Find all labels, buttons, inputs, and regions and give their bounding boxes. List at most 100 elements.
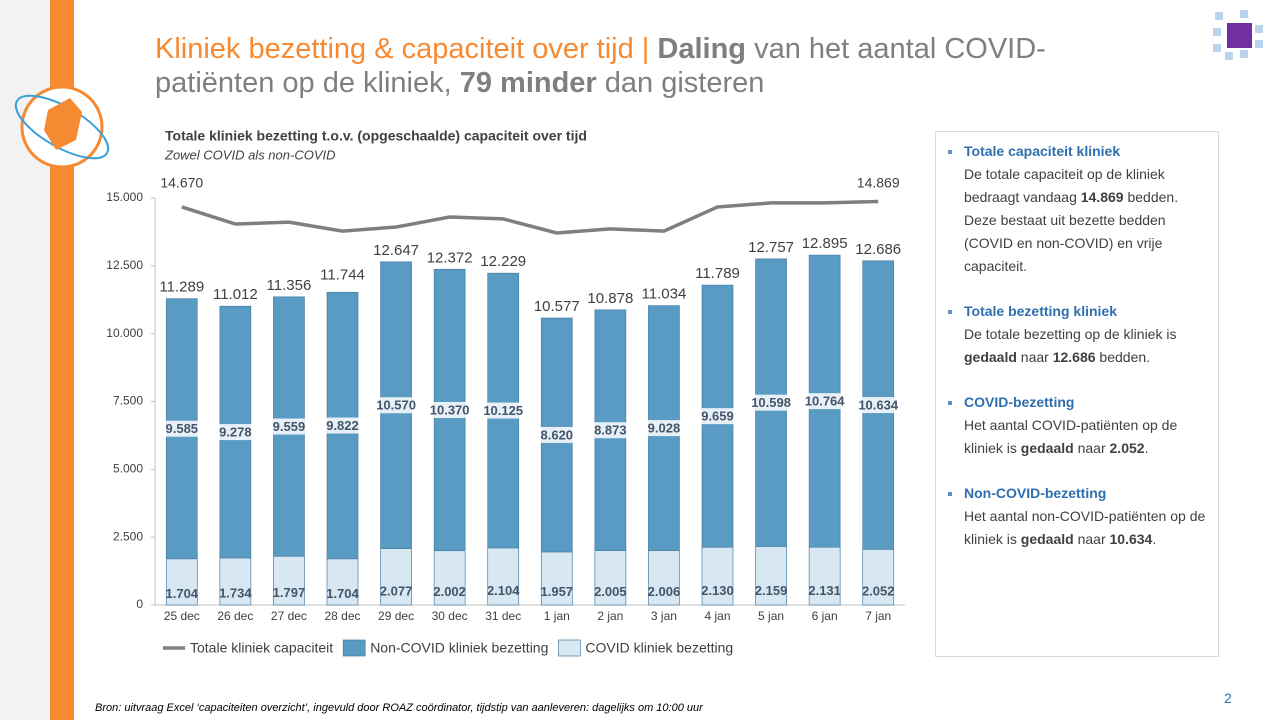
data-label: 1.797 — [273, 585, 306, 600]
sidebar-item: Totale bezetting kliniek De totale bezett… — [946, 300, 1208, 369]
data-label: 10.370 — [430, 402, 470, 417]
data-label: 2.104 — [487, 583, 520, 598]
bar-segment — [701, 546, 734, 606]
x-tick-label: 31 dec — [485, 609, 521, 623]
total-label: 11.012 — [213, 286, 258, 303]
x-tick-label: 30 dec — [432, 609, 468, 623]
title-part: Daling — [657, 33, 747, 65]
x-tick-label: 6 jan — [812, 609, 838, 623]
x-tick-label: 7 jan — [865, 609, 891, 623]
data-label: 1.704 — [166, 586, 199, 601]
y-tick-label: 7.500 — [113, 394, 143, 408]
slide-title: Kliniek bezetting & capaciteit over tijd… — [155, 32, 1115, 100]
body-part: Het aantal COVID-patiënten op de kliniek… — [964, 417, 1178, 456]
data-label: 8.620 — [541, 427, 574, 442]
total-label: 10.878 — [587, 290, 633, 307]
data-label: 10.598 — [751, 395, 791, 410]
body-part: gedaald — [1020, 440, 1074, 456]
bar-segment — [273, 555, 305, 606]
body-part: 12.686 — [1052, 349, 1096, 365]
data-label: 2.006 — [648, 584, 681, 599]
x-tick-label: 5 jan — [758, 609, 784, 623]
data-label: 2.005 — [594, 584, 627, 599]
chart-title: Totale kliniek bezetting t.o.v. (opgesch… — [165, 128, 587, 144]
bar-segment — [433, 550, 466, 606]
sidebar: Totale capaciteit kliniek De totale capac… — [935, 131, 1219, 657]
label-box — [324, 417, 361, 434]
label-box — [378, 397, 415, 414]
data-label: 1.704 — [326, 586, 359, 601]
data-label: 9.028 — [648, 421, 681, 436]
data-label: 9.585 — [166, 421, 199, 436]
x-tick-label: 1 jan — [544, 609, 570, 623]
x-tick-label: 3 jan — [651, 609, 677, 623]
data-label: 10.570 — [376, 398, 416, 413]
y-tick-label: 15.000 — [106, 190, 143, 204]
data-label: 10.634 — [858, 397, 899, 412]
body-part: Het aantal non-COVID-patiënten op de kli… — [964, 508, 1206, 547]
legend-label: Totale kliniek capaciteit — [190, 640, 333, 656]
title-part: van het aantal COVID-patiënten op de kli… — [155, 33, 1046, 99]
body-part: bedden. — [1095, 349, 1151, 365]
sidebar-item: COVID-bezetting Het aantal COVID-patiënte… — [946, 391, 1208, 460]
label-box — [753, 394, 790, 411]
item-title: Totale capaciteit kliniek — [964, 143, 1121, 159]
body-part: De totale bezetting op de kliniek is — [964, 326, 1177, 342]
item-title: COVID-bezetting — [964, 394, 1075, 410]
total-label: 11.289 — [159, 279, 204, 296]
legend-label: Non-COVID kliniek bezetting — [370, 640, 548, 656]
body-part: De totale capaciteit op de kliniek bedra… — [964, 166, 1165, 205]
item-title: Non-COVID-bezetting — [964, 485, 1107, 501]
label-box — [806, 393, 843, 410]
title-part: Kliniek bezetting & capaciteit over tijd… — [155, 33, 658, 65]
body-part: . — [1144, 440, 1149, 456]
total-label: 11.789 — [695, 265, 740, 282]
label-box — [860, 397, 897, 414]
sidebar-item: Non-COVID-bezetting Het aantal non-COVID-… — [946, 482, 1208, 551]
x-tick-label: 26 dec — [217, 609, 253, 623]
legend-swatch — [558, 639, 581, 657]
bar-segment — [487, 547, 520, 606]
item-body: Het aantal non-COVID-patiënten op de kli… — [964, 505, 1208, 551]
total-label: 11.034 — [642, 286, 687, 303]
x-tick-label: 4 jan — [704, 609, 730, 623]
sidebar-item: Totale capaciteit kliniek De totale capac… — [946, 140, 1208, 278]
bar-segment — [380, 548, 412, 606]
data-label: 2.052 — [862, 584, 895, 599]
legend-label: COVID kliniek bezetting — [585, 640, 733, 656]
total-label: 11.356 — [267, 277, 312, 294]
data-label: 9.822 — [326, 418, 359, 433]
body-part: 10.634 — [1109, 531, 1153, 547]
data-label: 2.130 — [701, 583, 734, 598]
body-part: . — [1152, 531, 1157, 547]
total-label: 12.372 — [427, 249, 473, 266]
total-label: 12.895 — [802, 235, 848, 252]
total-label: 12.229 — [480, 253, 526, 270]
data-label: 10.125 — [483, 403, 523, 418]
body-part: naar — [1073, 440, 1110, 456]
x-tick-label: 28 dec — [324, 609, 360, 623]
x-tick-label: 2 jan — [597, 609, 623, 623]
total-label: 12.757 — [748, 239, 794, 256]
label-box — [699, 408, 736, 425]
line — [181, 199, 879, 235]
item-title: Totale bezetting kliniek — [964, 303, 1117, 319]
data-label: 2.002 — [433, 584, 466, 599]
label-box — [431, 401, 468, 418]
data-label: 8.873 — [594, 423, 627, 438]
label-box — [163, 420, 200, 437]
legend-swatch — [342, 639, 366, 657]
body-part: bedden. Deze bestaat uit bezette bedden … — [964, 189, 1179, 274]
body-part: gedaald — [1020, 531, 1074, 547]
bar-segment — [594, 550, 627, 606]
y-tick-label: 5.000 — [113, 462, 143, 476]
data-label: 9.559 — [273, 419, 306, 434]
x-tick-label: 29 dec — [378, 609, 414, 623]
total-label: 10.577 — [534, 298, 580, 315]
item-body: Het aantal COVID-patiënten op de kliniek… — [964, 414, 1208, 460]
total-label: 12.647 — [373, 242, 419, 259]
label-box — [485, 402, 522, 419]
bar-segment — [648, 550, 680, 606]
data-label: 1.957 — [541, 584, 574, 599]
